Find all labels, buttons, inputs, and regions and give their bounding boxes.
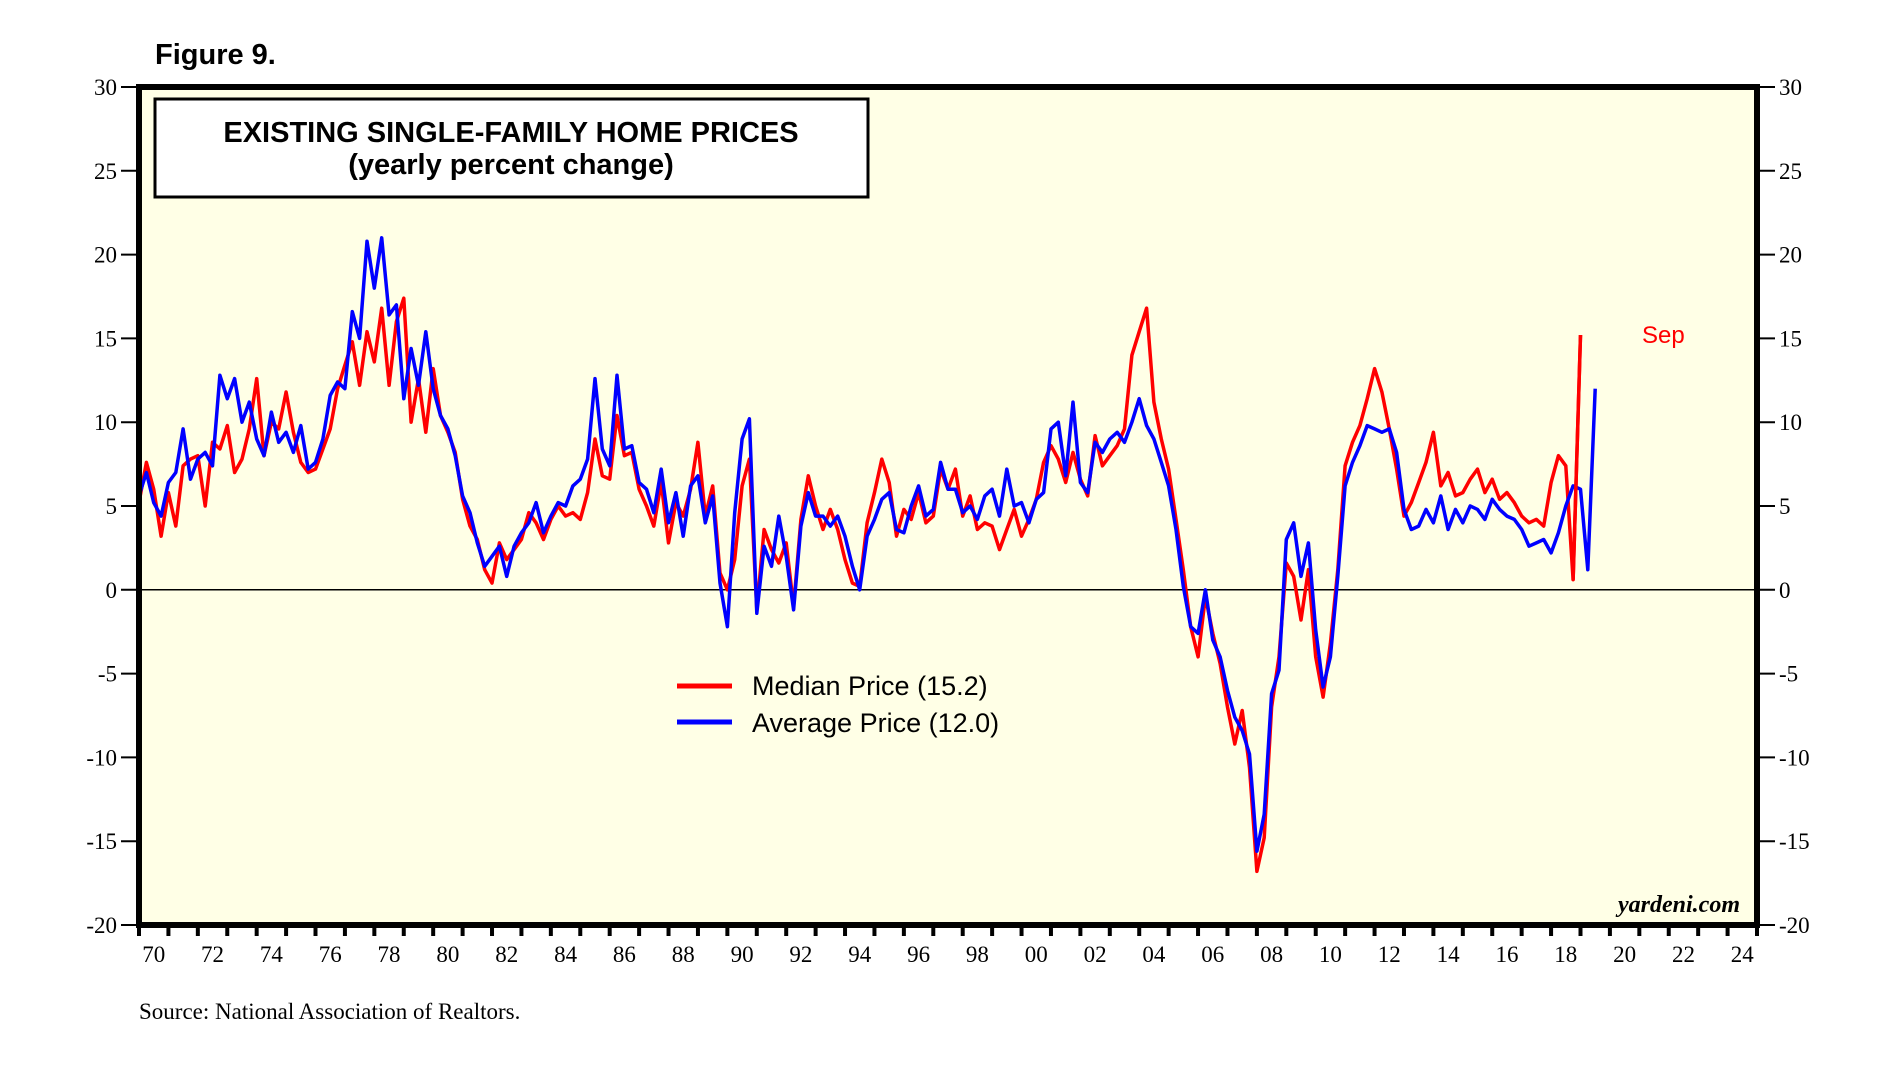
x-tick-label: 02 <box>1084 942 1107 967</box>
chart-title: EXISTING SINGLE-FAMILY HOME PRICES <box>223 117 798 149</box>
series-group <box>137 236 1597 874</box>
x-tick-label: 70 <box>142 942 165 967</box>
x-tick-label: 06 <box>1201 942 1224 967</box>
x-axis: 70 72 74 76 78 80 82 84 86 88 90 92 94 96 98 00 02 04 06 08… <box>137 925 1759 967</box>
x-tick-label: 98 <box>966 942 989 967</box>
x-tick-label: 90 <box>731 942 754 967</box>
y-tick-label-right: -20 <box>1779 913 1810 938</box>
x-tick-label: 80 <box>436 942 459 967</box>
y-tick-label-right: 20 <box>1779 243 1802 268</box>
title-box: EXISTING SINGLE-FAMILY HOME PRICES (year… <box>153 97 870 199</box>
x-tick-label: 76 <box>319 942 342 967</box>
y-axis-left: 30 25 20 15 10 5 0 -5 -10 -15 -20 <box>86 75 139 938</box>
x-tick-label: 92 <box>789 942 812 967</box>
source-note: Source: National Association of Realtors… <box>139 999 520 1024</box>
title-box-frame <box>153 97 870 199</box>
x-tick-label: 72 <box>201 942 224 967</box>
y-tick-label-right: 10 <box>1779 410 1802 435</box>
plot-area <box>139 87 1757 925</box>
x-tick-label: 20 <box>1613 942 1636 967</box>
y-tick-label-right: 5 <box>1779 494 1791 519</box>
y-axis-right: 30 25 20 15 10 5 0 -5 -10 -15 -20 <box>1757 75 1810 938</box>
y-tick-label-right: 30 <box>1779 75 1802 100</box>
y-tick-label-left: -15 <box>86 829 117 854</box>
x-tick-label: 04 <box>1142 942 1166 967</box>
y-tick-label-right: -10 <box>1779 745 1810 770</box>
y-tick-label-left: 0 <box>106 578 118 603</box>
legend-item-median[interactable]: Median Price (15.2) <box>677 671 988 701</box>
y-tick-label-left: 10 <box>94 410 117 435</box>
x-tick-label: 00 <box>1025 942 1048 967</box>
x-tick-label: 10 <box>1319 942 1342 967</box>
x-tick-label: 96 <box>907 942 930 967</box>
y-tick-label-left: 5 <box>106 494 118 519</box>
x-tick-label: 22 <box>1672 942 1695 967</box>
series-line-median-last <box>1571 334 1583 580</box>
legend-item-average[interactable]: Average Price (12.0) <box>677 708 999 738</box>
x-tick-label: 78 <box>378 942 401 967</box>
y-tick-label-left: -5 <box>98 662 117 687</box>
x-tick-label: 84 <box>554 942 578 967</box>
x-tick-label: 14 <box>1437 942 1461 967</box>
x-tick-label: 24 <box>1731 942 1755 967</box>
x-tick-label: 08 <box>1260 942 1283 967</box>
x-tick-label: 18 <box>1554 942 1577 967</box>
x-tick-label: 86 <box>613 942 636 967</box>
y-tick-label-left: -20 <box>86 913 117 938</box>
legend-label-median: Median Price (15.2) <box>752 671 988 701</box>
x-tick-label: 16 <box>1495 942 1518 967</box>
y-tick-label-right: -5 <box>1779 662 1798 687</box>
y-tick-label-right: 15 <box>1779 326 1802 351</box>
series-line-average <box>137 236 1597 854</box>
y-tick-label-right: 25 <box>1779 159 1802 184</box>
y-tick-label-right: -15 <box>1779 829 1810 854</box>
y-tick-label-left: 20 <box>94 243 117 268</box>
y-tick-label-left: 30 <box>94 75 117 100</box>
y-tick-label-left: -10 <box>86 745 117 770</box>
brand-watermark: yardeni.com <box>1615 892 1740 918</box>
legend-label-average: Average Price (12.0) <box>752 708 999 738</box>
annotation-sep: Sep <box>1642 322 1685 349</box>
figure-label: Figure 9. <box>155 39 276 71</box>
x-tick-label: 82 <box>495 942 518 967</box>
x-tick-label: 12 <box>1378 942 1401 967</box>
chart-subtitle: (yearly percent change) <box>348 149 674 181</box>
legend: Median Price (15.2) Average Price (12.0) <box>677 671 999 738</box>
y-tick-label-left: 15 <box>94 326 117 351</box>
x-tick-label: 94 <box>848 942 872 967</box>
y-tick-label-right: 0 <box>1779 578 1791 603</box>
x-tick-label: 74 <box>260 942 284 967</box>
y-tick-label-left: 25 <box>94 159 117 184</box>
x-tick-label: 88 <box>672 942 695 967</box>
